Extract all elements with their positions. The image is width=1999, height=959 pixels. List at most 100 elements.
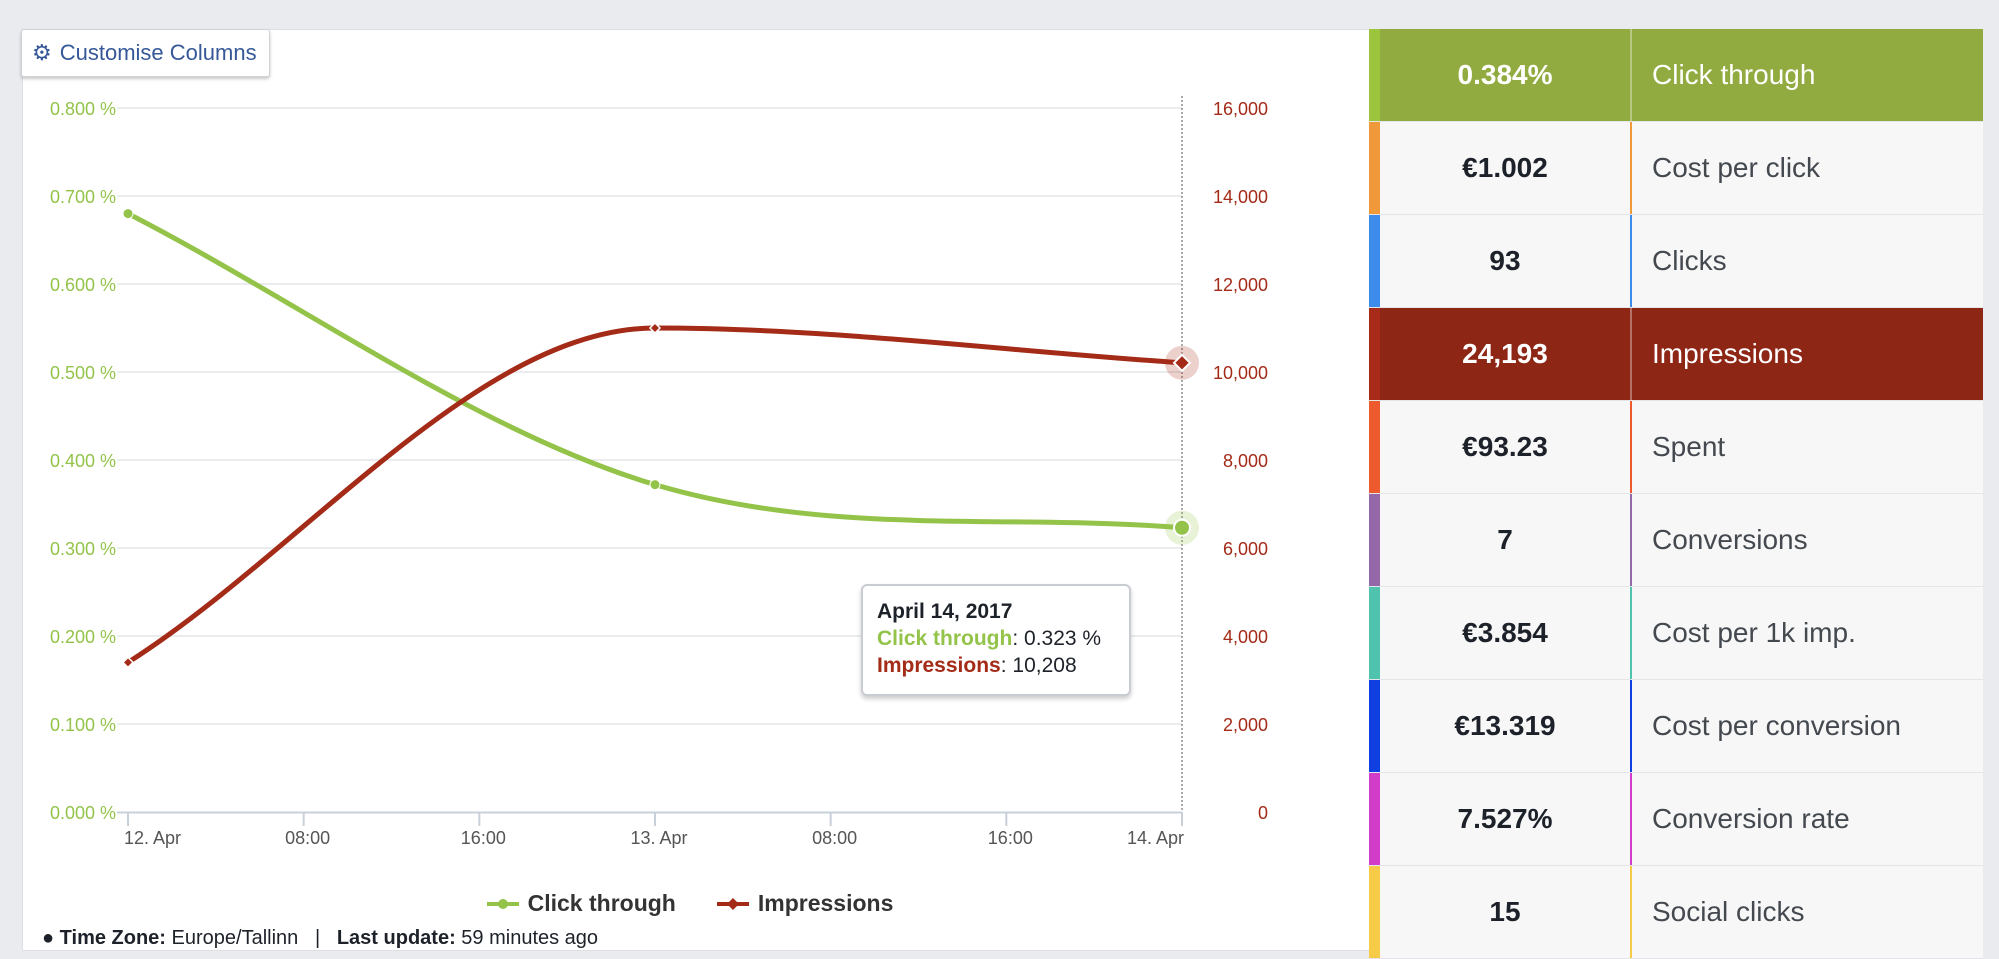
metric-label: Conversions — [1652, 524, 1808, 555]
left-axis-tick-label: 0.200 % — [50, 627, 116, 647]
data-point-click-through — [649, 479, 661, 491]
metric-row-conversions[interactable]: 7 Conversions — [1369, 494, 1983, 587]
right-axis-tick-label: 8,000 — [1223, 451, 1268, 471]
metric-row-conversion-rate[interactable]: 7.527% Conversion rate — [1369, 773, 1983, 866]
metric-row-clicks[interactable]: 93 Clicks — [1369, 215, 1983, 308]
gear-icon: ⚙ — [32, 40, 52, 65]
x-axis-tick-label: 08:00 — [285, 828, 330, 848]
metric-value: €3.854 — [1380, 587, 1632, 679]
metric-color-stripe — [1369, 773, 1380, 865]
metric-row-cost-per-1k-imp[interactable]: €3.854 Cost per 1k imp. — [1369, 587, 1983, 680]
x-axis-tick-label: 12. Apr — [124, 828, 181, 848]
metric-value: €1.002 — [1380, 122, 1632, 214]
metrics-panel: 0.384% Click through €1.002 Cost per click 9… — [1369, 29, 1983, 959]
right-axis: 0 2,000 4,000 6,000 8,000 10,000 12,000 14,000 1… — [1213, 99, 1268, 823]
x-axis-tick-label: 08:00 — [812, 828, 857, 848]
right-axis-tick-label: 14,000 — [1213, 187, 1268, 207]
x-axis-tick-label: 13. Apr — [630, 828, 687, 848]
left-axis-tick-label: 0.700 % — [50, 187, 116, 207]
tooltip-series2-value: : 10,208 — [1000, 654, 1077, 677]
series-line-impressions — [125, 325, 1185, 665]
metric-value: 0.384% — [1380, 29, 1632, 121]
metric-label: Click through — [1652, 59, 1816, 90]
legend-label-impressions: Impressions — [757, 890, 894, 916]
metric-row-spent[interactable]: €93.23 Spent — [1369, 401, 1983, 494]
x-axis-tick-label: 14. Apr — [1127, 828, 1184, 848]
right-axis-tick-label: 6,000 — [1223, 539, 1268, 559]
tooltip-series1-value: : 0.323 % — [1012, 627, 1102, 650]
right-axis-tick-label: 12,000 — [1213, 275, 1268, 295]
performance-chart: 0.000 % 0.100 % 0.200 % 0.300 % 0.400 % 0.500… — [50, 96, 1268, 848]
legend-marker-click-through-icon — [486, 898, 519, 909]
x-axis-tick-label: 16:00 — [988, 828, 1033, 848]
right-axis-tick-label: 2,000 — [1223, 715, 1268, 735]
metric-color-stripe — [1369, 215, 1380, 307]
last-update-value: 59 minutes ago — [461, 927, 599, 949]
left-axis-tick-label: 0.100 % — [50, 715, 116, 735]
chart-tooltip: April 14, 2017 Click through: 0.323 % Im… — [861, 584, 1131, 696]
x-axis-tick-label: 16:00 — [461, 828, 506, 848]
right-axis-tick-label: 10,000 — [1213, 363, 1268, 383]
metric-value: €13.319 — [1380, 680, 1632, 772]
metric-color-stripe — [1369, 308, 1380, 400]
left-axis-tick-label: 0.600 % — [50, 275, 116, 295]
metric-color-stripe — [1369, 587, 1380, 679]
last-update-label: Last update: — [336, 927, 456, 949]
legend-label-click-through: Click through — [527, 890, 676, 916]
legend-item-click-through[interactable]: Click through — [486, 890, 676, 917]
left-axis: 0.000 % 0.100 % 0.200 % 0.300 % 0.400 % 0.500… — [50, 99, 116, 823]
metric-row-cost-per-click[interactable]: €1.002 Cost per click — [1369, 122, 1983, 215]
metric-value: 7 — [1380, 494, 1632, 586]
data-point-impressions — [1172, 353, 1192, 373]
metric-color-stripe — [1369, 680, 1380, 772]
metric-color-stripe — [1369, 401, 1380, 493]
chart-panel — [22, 29, 1370, 951]
right-axis-tick-label: 4,000 — [1223, 627, 1268, 647]
tooltip-row-click-through: Click through: 0.323 % — [877, 625, 1115, 652]
metric-value: 7.527% — [1380, 773, 1632, 865]
customise-columns-button[interactable]: ⚙ Customise Columns — [21, 29, 270, 77]
chart-legend: Click through Impressions — [0, 890, 1379, 917]
series-points — [121, 208, 1199, 669]
metric-label: Social clicks — [1652, 896, 1805, 927]
data-point-click-through — [1173, 518, 1191, 537]
metric-row-cost-per-conversion[interactable]: €13.319 Cost per conversion — [1369, 680, 1983, 773]
left-axis-tick-label: 0.000 % — [50, 803, 116, 823]
left-axis-tick-label: 0.400 % — [50, 451, 116, 471]
metric-value: 93 — [1380, 215, 1632, 307]
timezone-value: Europe/Tallinn — [171, 927, 299, 949]
metric-value: 15 — [1380, 866, 1632, 958]
metric-color-stripe — [1369, 494, 1380, 586]
left-axis-tick-label: 0.800 % — [50, 99, 116, 119]
metric-label: Clicks — [1652, 245, 1727, 276]
customise-columns-label: Customise Columns — [59, 40, 257, 65]
x-axis: 12. Apr 08:00 16:00 13. Apr 08:00 16:00 14. Ap… — [117, 811, 1184, 848]
tooltip-series1-label: Click through — [877, 627, 1013, 650]
right-axis-tick-label: 16,000 — [1213, 99, 1268, 119]
timezone-label: Time Zone: — [59, 927, 166, 949]
legend-item-impressions[interactable]: Impressions — [716, 890, 894, 917]
metric-label: Cost per conversion — [1652, 710, 1902, 741]
tooltip-series2-label: Impressions — [877, 654, 1001, 677]
left-axis-tick-label: 0.300 % — [50, 539, 116, 559]
footer-separator: | — [314, 927, 321, 949]
metric-color-stripe — [1369, 866, 1380, 958]
metric-label: Spent — [1652, 431, 1726, 462]
metric-row-social-clicks[interactable]: 15 Social clicks — [1369, 866, 1983, 959]
info-icon: ● — [42, 927, 55, 949]
metric-row-impressions[interactable]: 24,193 Impressions — [1369, 308, 1983, 401]
metric-label: Impressions — [1652, 338, 1803, 369]
left-axis-tick-label: 0.500 % — [50, 363, 116, 383]
data-point-impressions — [121, 656, 135, 669]
data-point-click-through — [122, 208, 134, 220]
metric-label: Cost per 1k imp. — [1652, 617, 1856, 648]
right-axis-tick-label: 0 — [1258, 803, 1268, 823]
chart-gridlines — [117, 96, 1183, 812]
metric-row-click-through[interactable]: 0.384% Click through — [1369, 29, 1983, 122]
metric-color-stripe — [1369, 122, 1380, 214]
metric-value: €93.23 — [1380, 401, 1632, 493]
metric-label: Conversion rate — [1652, 803, 1850, 834]
legend-marker-impressions-icon — [716, 897, 749, 910]
metric-color-stripe — [1369, 29, 1380, 121]
metric-value: 24,193 — [1380, 308, 1632, 400]
